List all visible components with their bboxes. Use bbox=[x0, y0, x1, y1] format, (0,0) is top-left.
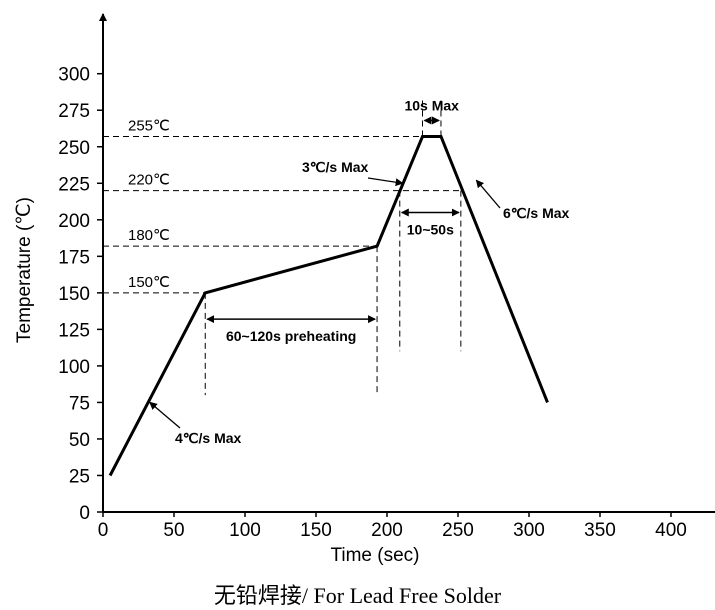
y-tick-label: 100 bbox=[58, 357, 90, 378]
y-tick-label: 75 bbox=[69, 393, 90, 414]
x-tick-label: 150 bbox=[300, 520, 332, 541]
y-tick-label: 175 bbox=[58, 247, 90, 268]
peak-label: 10s Max bbox=[404, 97, 459, 113]
x-tick-label: 0 bbox=[98, 520, 109, 541]
above220-label: 10~50s bbox=[407, 221, 454, 237]
y-tick-group: 0 25 50 75 100 125 150 175 200 225 250 275 300 bbox=[58, 65, 103, 524]
x-tick-label: 50 bbox=[163, 520, 184, 541]
ramp2-pointer bbox=[367, 177, 404, 187]
chart-caption: 无铅焊接/ For Lead Free Solder bbox=[213, 583, 502, 608]
y-tick-label: 125 bbox=[58, 320, 90, 341]
temperature-profile-line bbox=[108, 135, 549, 477]
x-tick-label: 400 bbox=[655, 520, 687, 541]
reference-level-label: 255℃ bbox=[128, 118, 170, 135]
y-tick-label: 300 bbox=[58, 65, 90, 86]
ramp2-label: 3℃/s Max bbox=[302, 159, 369, 175]
ramp1-label: 4℃/s Max bbox=[175, 430, 242, 446]
x-tick-label: 100 bbox=[229, 520, 261, 541]
reference-level-label: 220℃ bbox=[128, 172, 170, 189]
annotations: 60~120s preheating 10~50s 10s Max 4℃/s Max 3… bbox=[149, 97, 570, 446]
y-tick-label: 150 bbox=[58, 284, 90, 305]
ramp1-pointer bbox=[149, 401, 181, 429]
preheating-label: 60~120s preheating bbox=[226, 328, 356, 344]
x-tick-label: 300 bbox=[513, 520, 545, 541]
reference-level-label: 150℃ bbox=[128, 274, 170, 291]
y-tick-label: 250 bbox=[58, 138, 90, 159]
y-tick-label: 50 bbox=[69, 430, 90, 451]
cooling-label: 6℃/s Max bbox=[503, 205, 570, 221]
x-tick-label: 200 bbox=[371, 520, 403, 541]
reference-level-label: 180℃ bbox=[128, 227, 170, 244]
x-tick-label: 250 bbox=[442, 520, 474, 541]
y-tick-label: 200 bbox=[58, 211, 90, 232]
x-tick-group: 0 50 100 150 200 250 300 350 400 bbox=[98, 512, 687, 541]
reflow-profile-chart: 0 25 50 75 100 125 150 175 200 225 250 275 300 0 50 10… bbox=[14, 13, 715, 566]
y-tick-label: 275 bbox=[58, 101, 90, 122]
reference-lines: 150℃ 180℃ 220℃ 255℃ bbox=[103, 99, 462, 396]
y-tick-label: 25 bbox=[69, 466, 90, 487]
x-tick-label: 350 bbox=[584, 520, 616, 541]
y-axis-title: Temperature (℃) bbox=[14, 197, 35, 343]
y-tick-label: 225 bbox=[58, 174, 90, 195]
cooling-pointer bbox=[475, 179, 501, 209]
y-tick-label: 0 bbox=[79, 503, 90, 524]
x-axis-title: Time (sec) bbox=[330, 545, 419, 566]
